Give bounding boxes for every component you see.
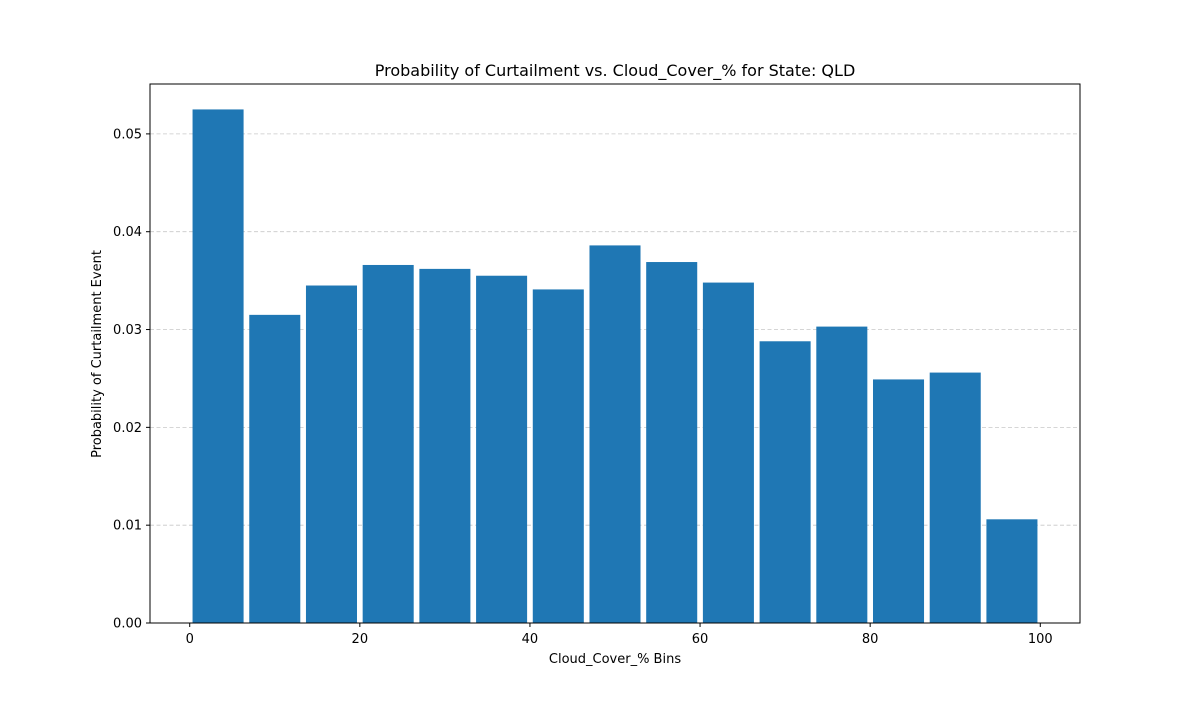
bars-layer: [192, 109, 1038, 623]
bar-7: [589, 245, 641, 623]
x-tick-label-1: 20: [352, 632, 369, 647]
bar-8: [646, 262, 698, 623]
y-tick-label-1: 0.01: [113, 519, 142, 534]
axes-frame: [149, 83, 1081, 624]
x-tick-label-5: 100: [1028, 632, 1053, 647]
y-tick-label-2: 0.02: [113, 421, 142, 436]
bar-3: [362, 264, 414, 623]
chart-title: Probability of Curtailment vs. Cloud_Cov…: [375, 61, 856, 81]
bar-11: [816, 326, 868, 623]
y-tick-label-3: 0.03: [113, 323, 142, 338]
y-tick-label-0: 0.00: [113, 617, 142, 632]
x-tick-label-0: 0: [186, 632, 194, 647]
bar-13: [929, 372, 981, 623]
bar-9: [702, 282, 754, 623]
bar-12: [872, 379, 925, 623]
x-ticks: 0 20 40 60 80 100: [186, 623, 1053, 647]
bar-1: [249, 314, 301, 623]
y-axis-label: Probability of Curtailment Event: [90, 250, 105, 458]
bar-2: [305, 285, 358, 623]
bar-10: [759, 341, 811, 623]
axes-layer: [149, 83, 1081, 624]
x-axis-label: Cloud_Cover_% Bins: [549, 652, 681, 667]
bar-6: [532, 289, 584, 623]
bar-0: [192, 109, 244, 623]
bar-5: [476, 275, 528, 623]
x-tick-label-3: 60: [692, 632, 709, 647]
x-tick-label-2: 40: [522, 632, 539, 647]
x-tick-label-4: 80: [862, 632, 879, 647]
bar-4: [419, 268, 471, 623]
bar-14: [986, 519, 1038, 623]
y-ticks: 0.00 0.01 0.02 0.03 0.04 0.05: [113, 127, 150, 632]
y-tick-label-5: 0.05: [113, 127, 142, 142]
y-tick-label-4: 0.04: [113, 225, 142, 240]
